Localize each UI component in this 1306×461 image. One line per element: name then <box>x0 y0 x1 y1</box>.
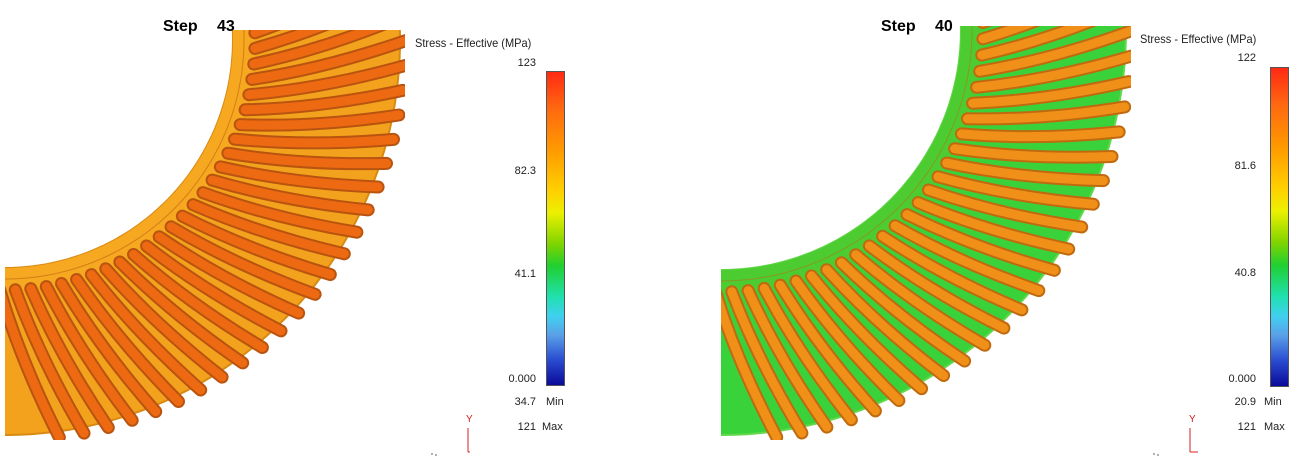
gear-tooth-face <box>207 175 373 215</box>
scale-tick-mid: 41.1 <box>514 268 536 280</box>
step-label: Step <box>881 18 916 35</box>
gear-tooth-face <box>963 102 1130 124</box>
axis-y-label: Y <box>466 414 473 425</box>
gear-tooth-face <box>980 26 987 27</box>
gear-tooth-face <box>950 144 1117 162</box>
gear-tooth-face <box>244 61 405 100</box>
gear-tooth-face <box>188 200 349 259</box>
legend-title: Stress - Effective (MPa) <box>415 36 532 50</box>
gear-tooth-face <box>975 26 1131 76</box>
gear-tooth-face <box>142 241 286 336</box>
gear-tooth-face <box>115 257 248 368</box>
gear-tooth-face <box>924 185 1087 232</box>
gear-tooth-face <box>933 172 1098 209</box>
max-value: 121 <box>517 421 536 433</box>
max-label: Max <box>542 421 563 433</box>
gear-tooth-face <box>166 222 320 299</box>
min-label: Min <box>1264 396 1282 408</box>
max-label: Max <box>1264 421 1285 433</box>
gear-tooth-face <box>10 285 89 438</box>
stress-colorbar <box>546 71 565 386</box>
gear-body <box>721 26 1128 437</box>
gear-tooth-face <box>235 110 404 130</box>
gear-tooth-face <box>807 271 927 394</box>
gear-tooth-face <box>249 30 382 69</box>
gear-tooth <box>248 30 282 40</box>
gear-ring-edge <box>5 30 245 280</box>
gear-tooth-face <box>198 188 362 237</box>
gear-tooth-face <box>41 282 137 425</box>
stress-plot-panel-step-40: Step 40 Stress - Effective (MPa) 122 81.… <box>716 0 1306 461</box>
gear-tooth-face <box>902 210 1059 275</box>
min-value: 20.9 <box>1234 396 1256 408</box>
gear-ring-edge <box>721 26 973 282</box>
gear-tooth-face <box>972 51 1131 92</box>
gear-tooth-face <box>72 275 183 406</box>
gear-tooth <box>977 26 993 29</box>
gear-stress-contour <box>721 0 1131 440</box>
gear-tooth-face <box>982 0 1120 6</box>
gear-tooth-face <box>822 265 949 380</box>
scale-tick-mid: 40.8 <box>1234 267 1256 279</box>
stress-colorbar <box>1270 67 1289 387</box>
gear-tooth-face <box>890 221 1044 296</box>
gear-tooth-face <box>743 286 832 432</box>
gear-tooth-face <box>957 127 1124 142</box>
gear-tooth-face <box>177 211 335 279</box>
axis-y-label: Y <box>1189 414 1196 425</box>
gear-tooth-face <box>129 250 267 352</box>
gear-tooth-face <box>727 287 807 438</box>
gear-tooth-face <box>154 232 304 318</box>
gear-tooth-face <box>759 283 856 425</box>
gear-tooth-face <box>57 279 161 417</box>
gear-stress-contour <box>5 0 405 440</box>
min-value: 34.7 <box>514 396 536 408</box>
gear-tooth-face <box>250 30 325 53</box>
gear-tooth-face <box>864 241 1009 333</box>
gear-tooth-face <box>978 26 1036 44</box>
gear-tooth-face <box>775 280 880 416</box>
step-number: 40 <box>935 18 953 35</box>
gear-tooth-face <box>86 270 206 395</box>
gear-tooth-face <box>968 77 1131 108</box>
axis-triad-icon <box>1153 428 1198 456</box>
gear-tooth-face <box>977 26 1092 60</box>
gear-tooth-face <box>5 291 64 440</box>
axis-triad-icon <box>431 428 470 456</box>
step-number: 43 <box>217 18 235 35</box>
scale-tick-zero: 0.000 <box>1228 373 1256 385</box>
gear-tooth-face <box>26 284 113 432</box>
scale-tick-max: 123 <box>517 57 536 69</box>
gear-tooth-face <box>721 294 782 440</box>
gear-tooth-face <box>851 250 990 350</box>
min-label: Min <box>546 396 564 408</box>
stress-plot-panel-step-43: Step 43 Stress - Effective (MPa) 123 82.… <box>0 0 620 461</box>
gear-tooth-face <box>836 258 970 366</box>
step-label: Step <box>163 18 198 35</box>
scale-tick-high: 82.3 <box>514 165 536 177</box>
scale-tick-max: 122 <box>1237 52 1256 64</box>
scale-tick-high: 81.6 <box>1234 160 1256 172</box>
gear-tooth <box>254 0 394 17</box>
gear-tooth <box>982 0 1120 6</box>
scale-tick-zero: 0.000 <box>508 373 536 385</box>
gear-tooth-face <box>215 162 383 192</box>
gear-tooth-face <box>223 148 391 169</box>
gear-tooth-face <box>878 231 1027 315</box>
gear-tooth-face <box>791 276 904 405</box>
gear-tooth-face <box>101 264 227 382</box>
legend-title: Stress - Effective (MPa) <box>1140 32 1257 46</box>
max-value: 121 <box>1237 421 1256 433</box>
gear-tooth-face <box>230 134 398 148</box>
gear-tooth-face <box>240 85 405 115</box>
gear-tooth-face <box>913 198 1074 254</box>
gear-tooth-face <box>247 36 405 84</box>
gear-tooth-face <box>250 30 276 38</box>
gear-tooth-face <box>942 158 1108 186</box>
gear-tooth-face <box>254 0 394 17</box>
